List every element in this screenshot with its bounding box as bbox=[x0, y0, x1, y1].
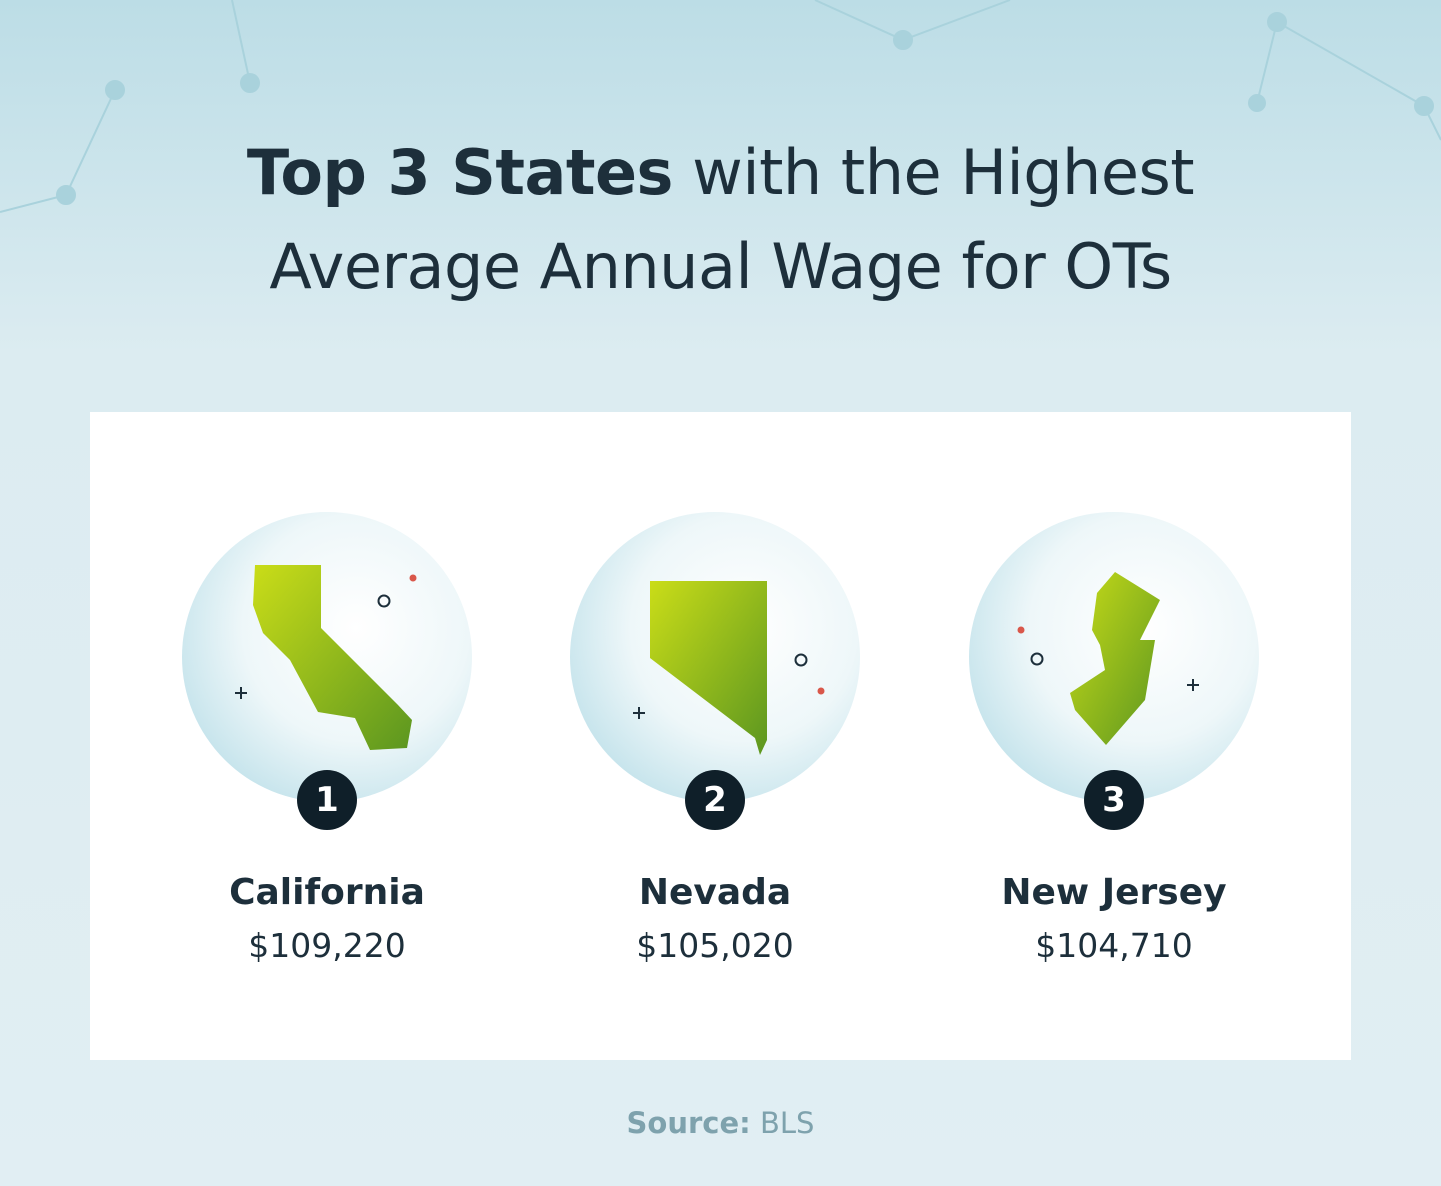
title-line: Top 3 States with the Highest bbox=[0, 142, 1441, 204]
background-network bbox=[0, 0, 1441, 213]
source-label: Source: bbox=[626, 1106, 751, 1140]
rank-badge: 2 bbox=[685, 770, 745, 830]
state-item: 1 California $109,220 bbox=[127, 512, 527, 972]
source-text: BLS bbox=[759, 1106, 815, 1140]
state-wage: $105,020 bbox=[636, 926, 794, 965]
state-name: California bbox=[229, 872, 425, 913]
title-text: with the Highest bbox=[692, 136, 1195, 209]
rank-badge: 1 bbox=[297, 770, 357, 830]
state-icon bbox=[182, 512, 472, 802]
rank-badge: 3 bbox=[1084, 770, 1144, 830]
state-icon bbox=[570, 512, 860, 802]
state-item: 3 New Jersey $104,710 bbox=[914, 512, 1314, 972]
state-icon bbox=[969, 512, 1259, 802]
state-name: New Jersey bbox=[1001, 872, 1227, 913]
card: 1 California $109,220 2 Nevada $105,020 … bbox=[90, 412, 1351, 1060]
state-name: Nevada bbox=[638, 872, 792, 913]
title-bold: Top 3 States bbox=[246, 136, 674, 209]
state-item: 2 Nevada $105,020 bbox=[515, 512, 915, 972]
state-wage: $104,710 bbox=[1035, 926, 1193, 965]
source: Source: BLS bbox=[0, 1106, 1441, 1140]
state-wage: $109,220 bbox=[248, 926, 406, 965]
title-line: Average Annual Wage for OTs bbox=[269, 230, 1172, 303]
